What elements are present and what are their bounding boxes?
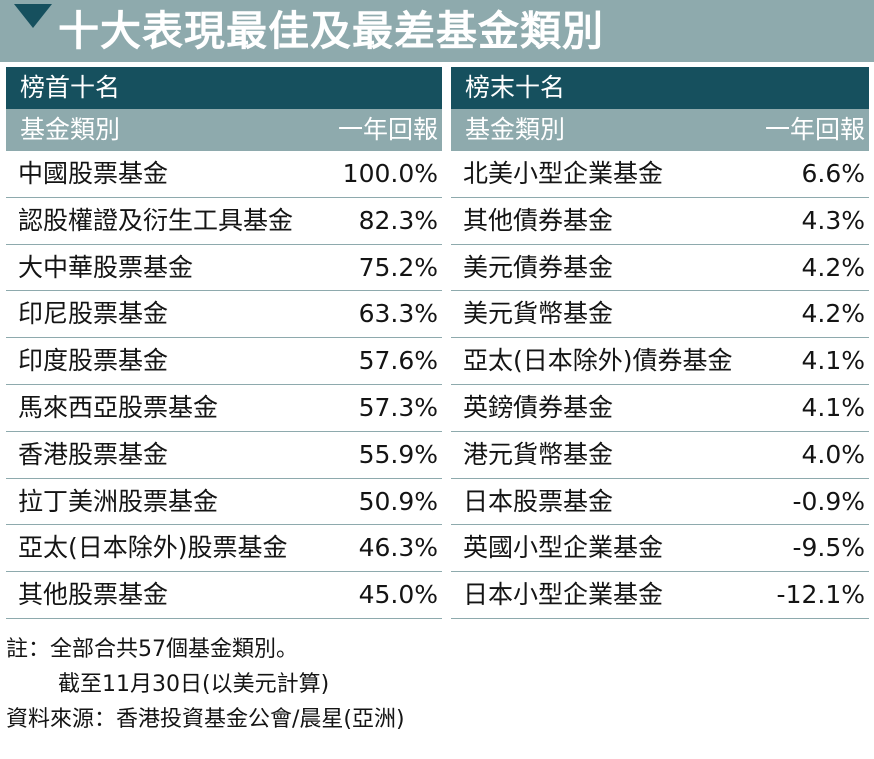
note-date: 截至11月30日(以美元計算)	[58, 672, 330, 697]
fund-category-name: 中國股票基金	[18, 159, 169, 188]
table-row: 亞太(日本除外)股票基金 46.3%	[6, 525, 442, 573]
fund-category-name: 日本小型企業基金	[463, 580, 664, 610]
fund-category-name: 其他債券基金	[463, 205, 614, 235]
table-row: 拉丁美洲股票基金 50.9%	[6, 479, 442, 526]
fund-category-name: 印度股票基金	[18, 346, 169, 376]
note-source: 資料來源：香港投資基金公會/晨星(亞洲)	[6, 707, 405, 732]
one-year-return-value: 4.0%	[801, 439, 865, 469]
one-year-return-value: 6.6%	[801, 159, 865, 188]
fund-category-name: 香港股票基金	[18, 439, 169, 469]
one-year-return-header: 一年回報	[337, 115, 438, 144]
fund-category-name: 印尼股票基金	[18, 299, 169, 329]
footnotes: 註：全部合共57個基金類別。 截至11月30日(以美元計算) 資料來源：香港投資…	[6, 632, 405, 737]
fund-category-name: 大中華股票基金	[18, 252, 194, 282]
table-row: 北美小型企業基金 6.6%	[451, 151, 869, 198]
top-ten-rows: 中國股票基金 100.0% 認股權證及衍生工具基金 82.3% 大中華股票基金 75.2%…	[6, 151, 442, 619]
table-row: 港元貨幣基金 4.0%	[451, 432, 869, 479]
bottom-ten-panel: 榜末十名 基金類別 一年回報 北美小型企業基金 6.6% 其他債券基金 4.3% 美元債…	[451, 67, 869, 619]
table-row: 大中華股票基金 75.2%	[6, 245, 442, 292]
bottom-ten-rows: 北美小型企業基金 6.6% 其他債券基金 4.3% 美元債券基金 4.2% 美元貨幣基金 4.…	[451, 151, 869, 619]
top-ten-panel: 榜首十名 基金類別 一年回報 中國股票基金 100.0% 認股權證及衍生工具基金 82…	[6, 67, 442, 619]
one-year-return-value: 57.3%	[358, 392, 438, 422]
table-row: 中國股票基金 100.0%	[6, 151, 442, 198]
table-row: 馬來西亞股票基金 57.3%	[6, 385, 442, 432]
one-year-return-value: 4.3%	[801, 205, 865, 235]
one-year-return-value: 45.0%	[358, 580, 438, 610]
one-year-return-value: 4.2%	[801, 299, 865, 329]
top-ten-section-label: 榜首十名	[6, 67, 442, 109]
page-title: 十大表現最佳及最差基金類別	[58, 7, 604, 55]
triangle-icon	[14, 4, 52, 28]
table-row: 日本股票基金 -0.9%	[451, 479, 869, 526]
note-total: 註：全部合共57個基金類別。	[6, 637, 298, 662]
one-year-return-value: -0.9%	[792, 486, 865, 516]
fund-category-name: 拉丁美洲股票基金	[18, 486, 219, 516]
fund-category-name: 英鎊債券基金	[463, 392, 614, 422]
table-row: 其他股票基金 45.0%	[6, 572, 442, 619]
top-ten-column-header: 基金類別 一年回報	[6, 109, 442, 151]
one-year-return-value: 57.6%	[358, 346, 438, 376]
table-row: 其他債券基金 4.3%	[451, 198, 869, 245]
fund-category-name: 港元貨幣基金	[463, 439, 614, 469]
one-year-return-value: 4.1%	[801, 346, 865, 376]
table-row: 認股權證及衍生工具基金 82.3%	[6, 198, 442, 245]
one-year-return-value: 82.3%	[358, 205, 438, 235]
fund-category-header: 基金類別	[20, 115, 121, 144]
table-row: 英鎊債券基金 4.1%	[451, 385, 869, 432]
fund-category-name: 日本股票基金	[463, 486, 614, 516]
bottom-ten-section-label: 榜末十名	[451, 67, 869, 109]
table-row: 亞太(日本除外)債券基金 4.1%	[451, 338, 869, 385]
one-year-return-value: 4.1%	[801, 392, 865, 422]
one-year-return-value: -9.5%	[792, 533, 865, 563]
table-row: 美元貨幣基金 4.2%	[451, 291, 869, 339]
table-row: 印尼股票基金 63.3%	[6, 291, 442, 339]
fund-category-header: 基金類別	[465, 115, 566, 144]
table-row: 英國小型企業基金 -9.5%	[451, 525, 869, 573]
one-year-return-value: 4.2%	[801, 252, 865, 282]
one-year-return-value: 75.2%	[358, 252, 438, 282]
fund-category-name: 馬來西亞股票基金	[18, 392, 219, 422]
fund-category-name: 亞太(日本除外)股票基金	[18, 533, 288, 563]
fund-category-name: 亞太(日本除外)債券基金	[463, 346, 733, 376]
one-year-return-value: 46.3%	[358, 533, 438, 563]
fund-category-name: 英國小型企業基金	[463, 533, 664, 563]
one-year-return-value: 100.0%	[342, 159, 438, 188]
fund-category-name: 北美小型企業基金	[463, 159, 664, 188]
one-year-return-value: 63.3%	[358, 299, 438, 329]
fund-category-name: 其他股票基金	[18, 580, 169, 610]
fund-category-name: 美元貨幣基金	[463, 299, 614, 329]
title-bar: 十大表現最佳及最差基金類別	[0, 0, 874, 62]
table-row: 美元債券基金 4.2%	[451, 245, 869, 292]
fund-category-name: 認股權證及衍生工具基金	[18, 205, 294, 235]
bottom-ten-column-header: 基金類別 一年回報	[451, 109, 869, 151]
fund-category-name: 美元債券基金	[463, 252, 614, 282]
one-year-return-value: -12.1%	[776, 580, 865, 610]
table-row: 日本小型企業基金 -12.1%	[451, 572, 869, 619]
table-row: 印度股票基金 57.6%	[6, 338, 442, 385]
table-row: 香港股票基金 55.9%	[6, 432, 442, 479]
one-year-return-value: 55.9%	[358, 439, 438, 469]
one-year-return-header: 一年回報	[764, 115, 865, 144]
one-year-return-value: 50.9%	[358, 486, 438, 516]
